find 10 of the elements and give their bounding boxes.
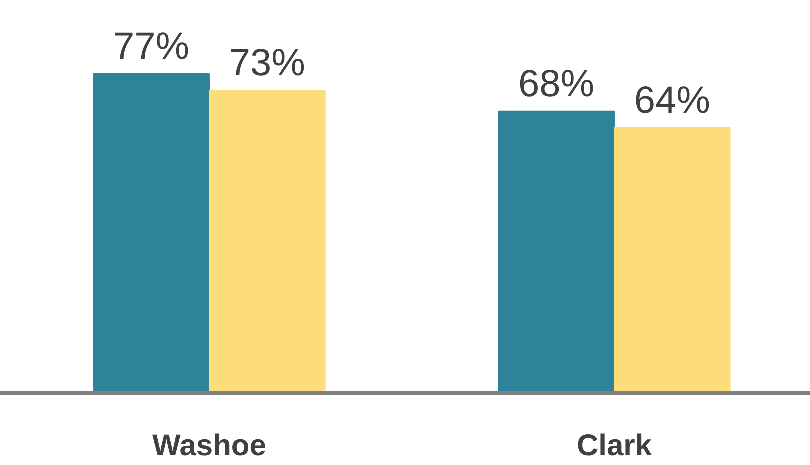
bar [614,127,731,394]
x-tick-label: Washoe [152,430,266,462]
bar [93,73,210,394]
data-label: 73% [229,42,306,85]
bar [498,110,615,394]
bar [208,90,326,394]
data-label: 68% [518,63,595,106]
x-tick-label: Clark [576,430,652,462]
data-label: 77% [114,26,190,68]
data-label: 64% [634,80,710,122]
